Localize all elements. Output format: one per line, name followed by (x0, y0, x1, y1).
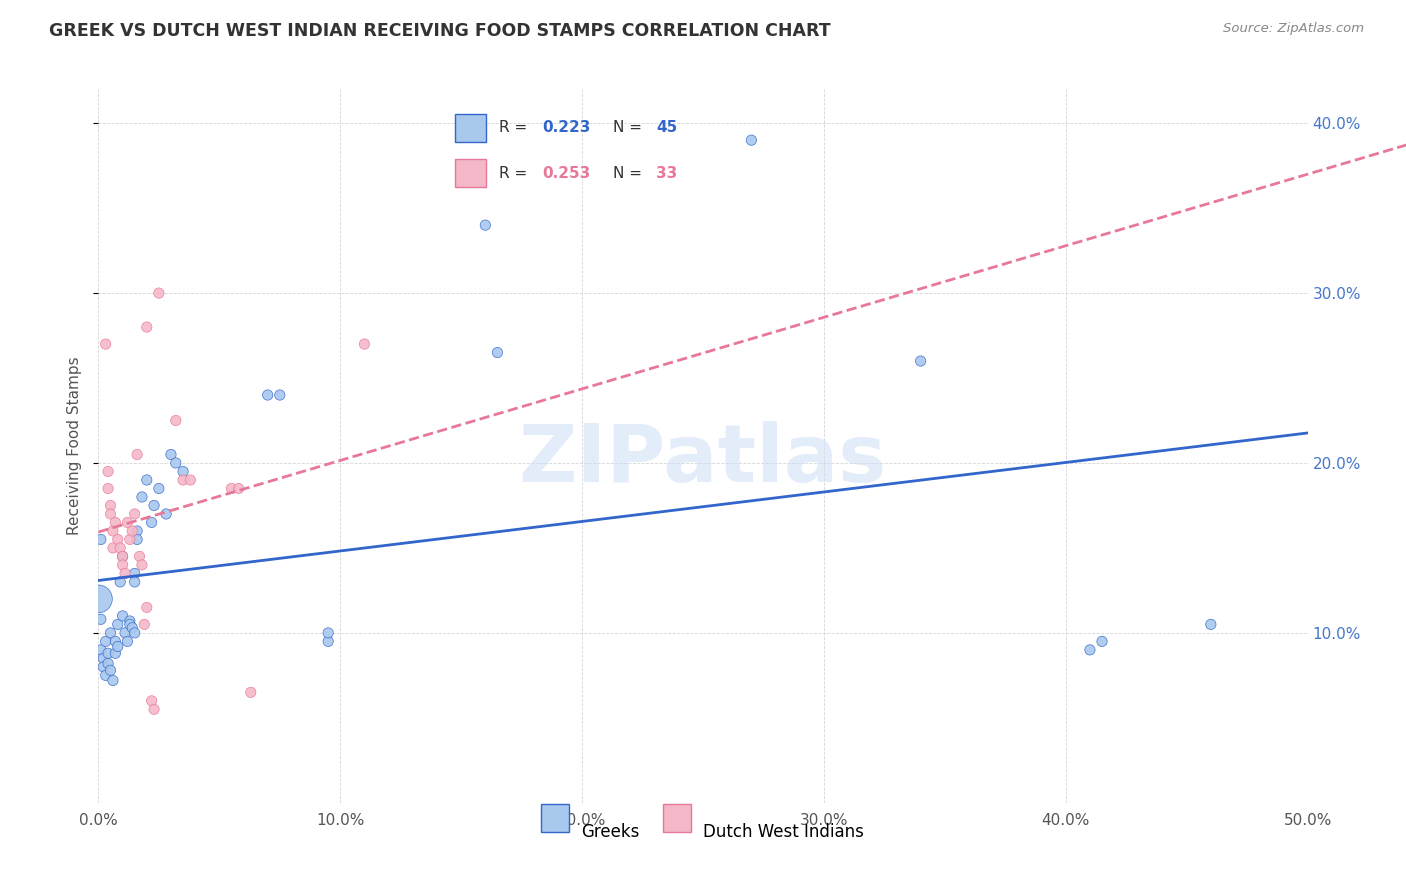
Text: ZIPatlas: ZIPatlas (519, 421, 887, 500)
Text: N =: N = (613, 120, 647, 136)
Point (104, 646, 127, 660)
Point (135, 600, 157, 615)
Point (124, 507, 146, 521)
Point (486, 345, 509, 359)
Point (353, 337, 375, 351)
Point (179, 473, 201, 487)
Point (910, 354, 932, 368)
Point (104, 516, 127, 530)
FancyBboxPatch shape (456, 159, 486, 187)
Text: GREEK VS DUTCH WEST INDIAN RECEIVING FOOD STAMPS CORRELATION CHART: GREEK VS DUTCH WEST INDIAN RECEIVING FOO… (49, 22, 831, 40)
Point (118, 533, 141, 547)
Point (124, 574, 146, 589)
Text: 45: 45 (657, 120, 678, 136)
Text: R =: R = (499, 120, 531, 136)
Point (107, 533, 129, 547)
Point (1199, 617, 1222, 632)
Point (87, 591, 110, 606)
Point (127, 533, 149, 547)
Point (108, 541, 131, 555)
Text: 0.223: 0.223 (541, 120, 591, 136)
Point (104, 634, 127, 648)
Point (155, 507, 177, 521)
Point (1078, 643, 1101, 657)
Point (127, 448, 149, 462)
Point (316, 626, 339, 640)
Point (134, 617, 156, 632)
Point (172, 465, 194, 479)
Point (100, 507, 122, 521)
Point (107, 640, 129, 654)
Point (160, 448, 183, 462)
Point (101, 524, 124, 538)
FancyBboxPatch shape (456, 113, 486, 142)
Point (474, 218, 496, 232)
Point (90, 533, 112, 547)
Point (100, 626, 122, 640)
Point (114, 626, 136, 640)
Point (143, 499, 166, 513)
Point (124, 626, 146, 640)
Point (94, 668, 117, 682)
Point (117, 516, 139, 530)
Point (108, 574, 131, 589)
Text: Source: ZipAtlas.com: Source: ZipAtlas.com (1223, 22, 1364, 36)
Point (97, 482, 120, 496)
Point (90, 643, 112, 657)
Text: N =: N = (613, 166, 647, 180)
Point (127, 524, 149, 538)
Text: 33: 33 (657, 166, 678, 180)
Point (94, 634, 117, 648)
Point (740, 133, 762, 147)
Point (118, 614, 141, 628)
Point (131, 490, 153, 504)
Point (91, 651, 114, 665)
Point (117, 634, 139, 648)
Point (165, 413, 187, 427)
Point (228, 482, 250, 496)
Point (101, 541, 124, 555)
Point (111, 549, 134, 564)
Y-axis label: Receiving Food Stamps: Receiving Food Stamps (67, 357, 83, 535)
Text: 0.253: 0.253 (541, 166, 591, 180)
Point (1091, 634, 1114, 648)
Point (94, 337, 117, 351)
Point (141, 516, 163, 530)
Point (239, 685, 262, 699)
Point (269, 388, 291, 402)
Point (100, 663, 122, 677)
Point (135, 473, 157, 487)
Point (148, 286, 170, 301)
Point (316, 634, 339, 648)
Point (172, 473, 194, 487)
Point (111, 558, 134, 572)
Point (97, 465, 120, 479)
Point (256, 388, 278, 402)
Point (100, 499, 122, 513)
Point (121, 524, 143, 538)
Point (111, 608, 134, 623)
Point (114, 566, 136, 581)
Point (101, 673, 124, 688)
Point (141, 694, 163, 708)
Point (90, 612, 112, 626)
Point (97, 646, 120, 660)
Point (165, 456, 187, 470)
Point (131, 558, 153, 572)
Point (118, 617, 141, 632)
Point (221, 482, 243, 496)
Text: R =: R = (499, 166, 531, 180)
Point (91, 660, 114, 674)
Point (121, 621, 143, 635)
Point (128, 549, 150, 564)
Point (97, 657, 120, 671)
Point (111, 549, 134, 564)
Point (135, 320, 157, 334)
Point (124, 566, 146, 581)
Point (148, 482, 170, 496)
Point (143, 702, 166, 716)
Legend: Greeks, Dutch West Indians: Greeks, Dutch West Indians (536, 814, 870, 848)
Point (107, 617, 129, 632)
